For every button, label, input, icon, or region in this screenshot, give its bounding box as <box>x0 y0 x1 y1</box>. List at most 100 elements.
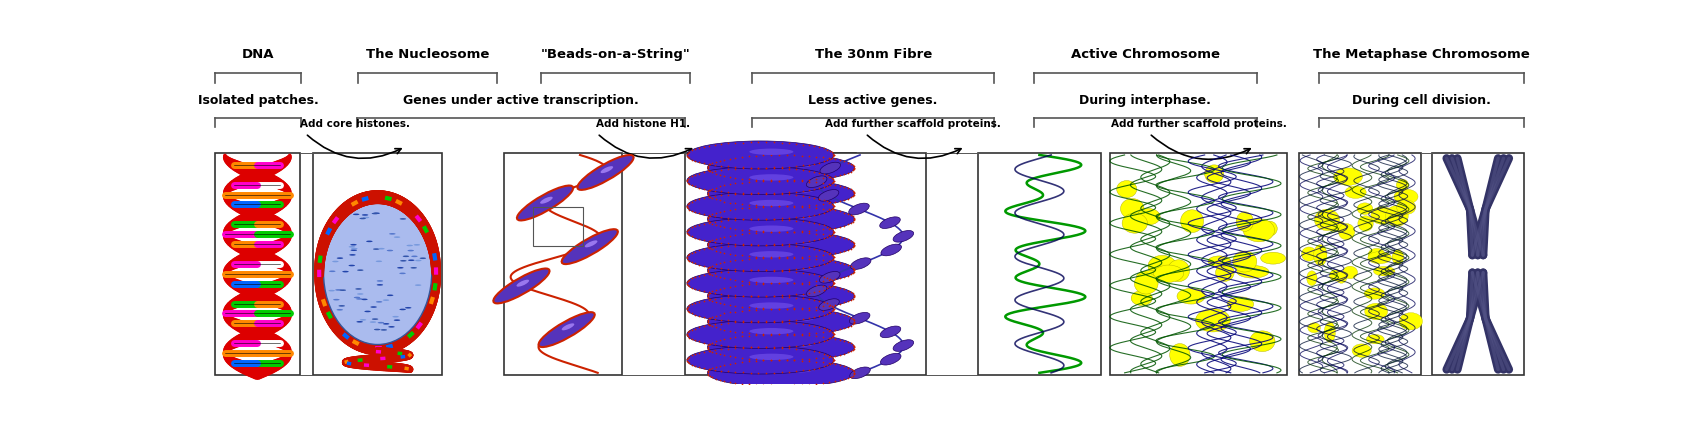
Point <box>789 306 816 313</box>
Circle shape <box>378 248 385 250</box>
Ellipse shape <box>750 251 794 257</box>
Point <box>695 269 722 276</box>
Point <box>694 164 721 171</box>
Point <box>760 369 787 376</box>
Ellipse shape <box>1196 309 1230 332</box>
Point <box>745 139 772 146</box>
Ellipse shape <box>1336 271 1347 283</box>
Point <box>702 270 729 276</box>
Point <box>814 172 841 179</box>
Point <box>768 344 795 351</box>
Point <box>722 345 750 352</box>
Point <box>734 307 762 314</box>
Point <box>722 165 750 172</box>
Point <box>738 241 765 248</box>
Point <box>775 165 802 172</box>
Point <box>722 343 750 350</box>
Point <box>795 347 823 354</box>
Point <box>711 259 738 266</box>
Ellipse shape <box>750 328 794 334</box>
Point <box>745 344 772 351</box>
Point <box>685 261 712 268</box>
Point <box>841 216 868 222</box>
Point <box>677 174 704 181</box>
Point <box>699 271 726 278</box>
Point <box>789 356 816 363</box>
Point <box>722 283 750 289</box>
Point <box>809 308 836 314</box>
Point <box>821 173 848 180</box>
Point <box>714 163 741 170</box>
Point <box>722 231 750 238</box>
Point <box>707 346 734 353</box>
Point <box>682 248 709 255</box>
Point <box>765 356 792 363</box>
Point <box>780 203 807 210</box>
Point <box>816 379 843 386</box>
Point <box>694 165 721 172</box>
Point <box>806 144 833 151</box>
Ellipse shape <box>1396 200 1416 215</box>
Point <box>750 305 777 312</box>
Point <box>840 264 867 271</box>
Point <box>714 214 741 221</box>
Point <box>738 190 765 197</box>
Ellipse shape <box>1370 206 1394 224</box>
Ellipse shape <box>770 238 814 245</box>
Point <box>826 157 853 164</box>
Point <box>768 215 795 222</box>
Point <box>714 343 741 349</box>
Point <box>821 177 848 184</box>
Point <box>722 180 750 187</box>
Ellipse shape <box>1116 181 1136 198</box>
Point <box>695 265 722 272</box>
Point <box>685 221 712 228</box>
Point <box>802 307 829 314</box>
Point <box>695 166 722 173</box>
Point <box>841 318 868 325</box>
Point <box>768 164 795 171</box>
Point <box>816 353 843 359</box>
Point <box>753 216 780 222</box>
Point <box>760 190 787 197</box>
Point <box>768 318 795 324</box>
Point <box>734 355 762 362</box>
Point <box>758 228 785 235</box>
Point <box>760 267 787 274</box>
Point <box>738 190 765 197</box>
Point <box>702 213 729 220</box>
Point <box>714 268 741 275</box>
Point <box>711 172 738 179</box>
Point <box>706 286 733 292</box>
Point <box>840 166 867 173</box>
Circle shape <box>339 289 346 291</box>
Circle shape <box>332 260 339 262</box>
Point <box>702 286 729 293</box>
Point <box>758 203 785 210</box>
Point <box>711 275 738 282</box>
Circle shape <box>416 284 421 286</box>
Point <box>702 338 729 345</box>
Point <box>802 201 829 208</box>
Point <box>673 151 700 158</box>
Point <box>789 254 816 260</box>
Point <box>690 211 717 218</box>
Point <box>816 174 843 181</box>
Ellipse shape <box>1343 266 1357 279</box>
Point <box>702 349 729 356</box>
Point <box>722 317 750 324</box>
Point <box>841 344 868 351</box>
Point <box>734 358 762 365</box>
Point <box>831 299 858 306</box>
Point <box>838 212 865 219</box>
Point <box>795 142 823 149</box>
Ellipse shape <box>1369 251 1391 264</box>
Point <box>811 248 838 254</box>
Ellipse shape <box>770 264 814 270</box>
Point <box>699 348 726 355</box>
Point <box>695 372 722 378</box>
Point <box>789 367 816 374</box>
Point <box>765 280 792 287</box>
Ellipse shape <box>1243 219 1275 242</box>
Point <box>697 219 724 226</box>
